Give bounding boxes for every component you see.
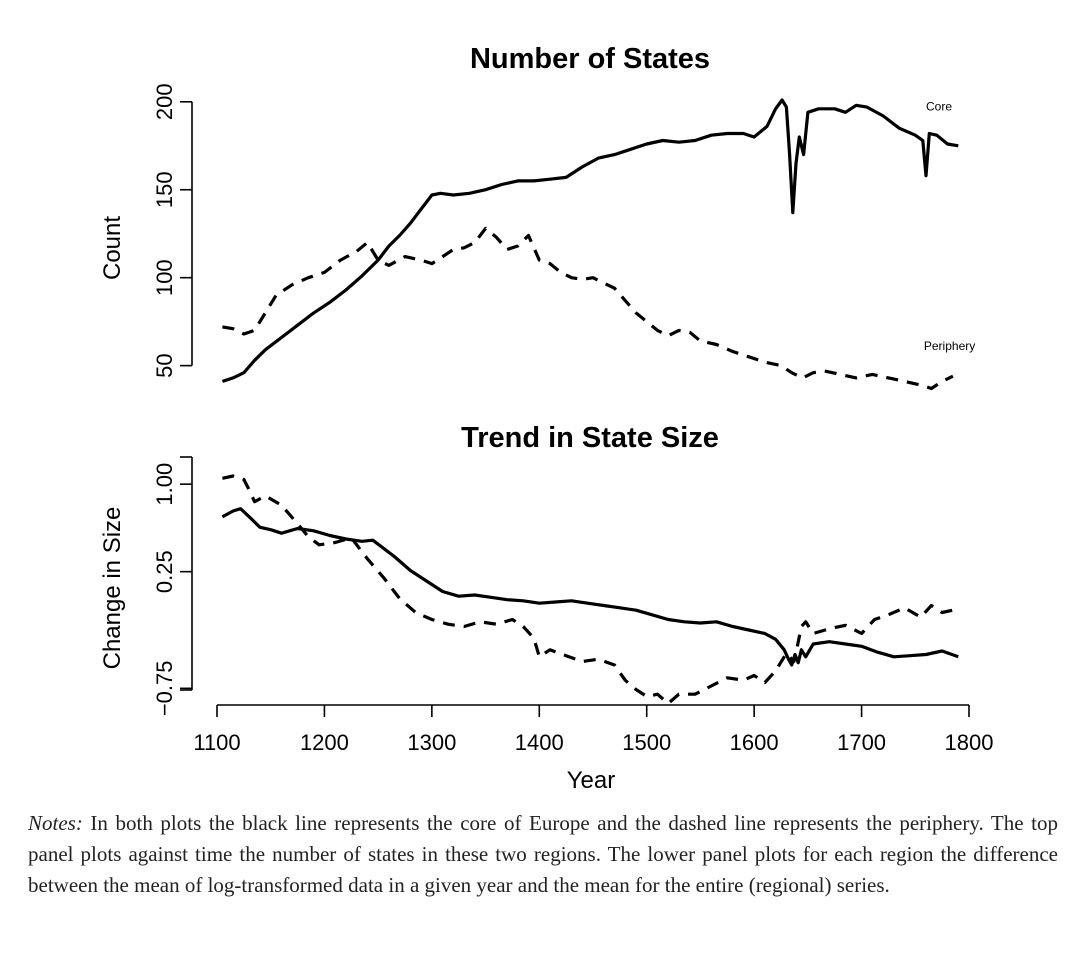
x-tick-label: 1200 [300, 730, 349, 755]
x-tick-label: 1700 [837, 730, 886, 755]
top-y-tick-label: 200 [152, 83, 177, 120]
bottom-panel-title: Trend in State Size [461, 422, 719, 454]
notes-label: Notes: [28, 811, 83, 835]
x-tick-label: 1500 [622, 730, 671, 755]
x-tick-label: 1600 [730, 730, 779, 755]
series-label-core: Core [926, 100, 952, 114]
bottom-y-tick-label: 0.25 [152, 550, 177, 593]
notes-text: In both plots the black line represents … [28, 811, 1058, 897]
bottom-y-tick-label: −0.75 [152, 660, 177, 716]
top-series-group [221, 98, 959, 391]
top-series-core [221, 98, 959, 383]
top-series-periphery [222, 226, 954, 391]
series-label-periphery: Periphery [924, 339, 975, 353]
top-y-axis-label: Count [99, 216, 126, 280]
panel-trend-in-state-size: Trend in State Size Change in Size −0.75… [99, 422, 993, 794]
top-y-tick-label: 150 [152, 171, 177, 208]
x-tick-label: 1800 [945, 730, 994, 755]
x-tick-label: 1400 [515, 730, 564, 755]
bottom-y-axis-label: Change in Size [99, 507, 126, 670]
top-y-tick-label: 50 [152, 353, 177, 377]
top-y-tick-label: 100 [152, 259, 177, 296]
figure-notes: Notes: In both plots the black line repr… [28, 808, 1058, 901]
bottom-axes: −0.75 0.25 1.00 1100 1200 1300 1400 1500 1600 170… [152, 456, 994, 755]
x-axis-label: Year [567, 767, 616, 794]
bottom-series-periphery [222, 474, 959, 706]
x-tick-label: 1300 [407, 730, 456, 755]
x-tick-label: 1100 [193, 730, 240, 755]
bottom-series-group [221, 474, 959, 706]
bottom-series-core [221, 507, 959, 667]
bottom-y-tick-label: 1.00 [152, 463, 177, 506]
top-y-axis: 50 100 150 200 [152, 83, 193, 378]
top-panel-title: Number of States [470, 43, 710, 75]
